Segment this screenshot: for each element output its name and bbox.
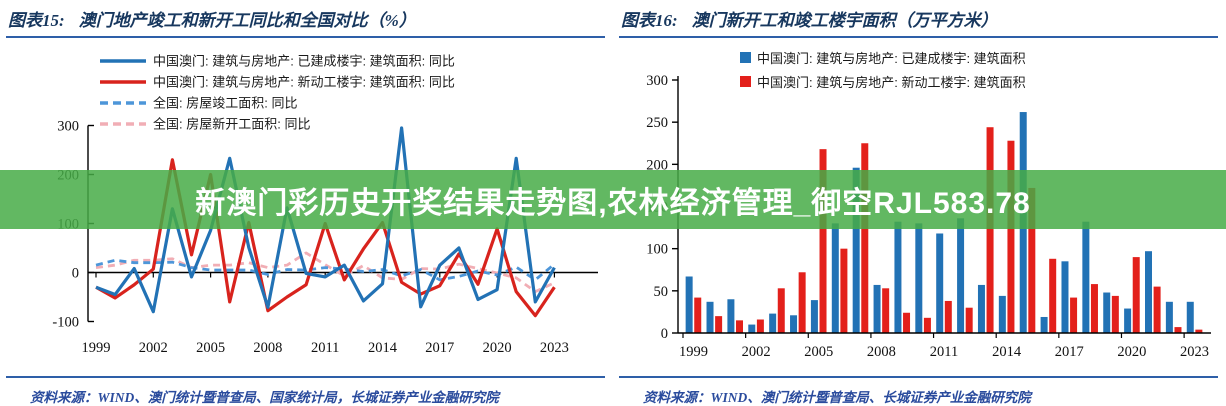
svg-text:2017: 2017	[425, 340, 454, 356]
svg-text:2002: 2002	[742, 344, 771, 360]
svg-text:1999: 1999	[679, 344, 708, 360]
figure-16-source: 资料来源：WIND、澳门统计暨普查局、长城证券产业金融研究院	[619, 376, 1218, 406]
source-label: 资料来源：	[30, 390, 98, 405]
svg-text:300: 300	[646, 73, 668, 89]
svg-text:50: 50	[654, 284, 669, 300]
figure-15-title: 图表15: 澳门地产竣工和新开工同比和全国对比（%）	[6, 3, 605, 38]
source-text: WIND、澳门统计暨普查局、国家统计局，长城证券产业金融研究院	[97, 390, 499, 405]
svg-text:100: 100	[646, 242, 668, 258]
overlay-spam-banner[interactable]: 新澳门彩历史开奖结果走势图,农林经济管理_御空RJL583.78	[0, 170, 1226, 229]
overlay-banner-text: 新澳门彩历史开奖结果走势图,农林经济管理_御空RJL583.78	[195, 186, 1031, 220]
svg-text:2005: 2005	[196, 340, 225, 356]
line-chart-container: 中国澳门: 建筑与房地产: 已建成楼宇: 建筑面积: 同比 中国澳门: 建筑与房地…	[0, 38, 613, 376]
svg-text:250: 250	[646, 115, 668, 131]
line-series-3	[95, 251, 555, 294]
svg-text:中国澳门: 建筑与房地产: 已建成楼宇: 建筑面积: 中国澳门: 建筑与房地产: 已建成楼宇: 建筑面积	[757, 51, 1026, 66]
svg-text:200: 200	[646, 157, 668, 173]
svg-text:2014: 2014	[992, 344, 1022, 360]
svg-text:2023: 2023	[1180, 344, 1209, 360]
figure-15-label: 图表15:	[8, 11, 65, 30]
figure-15-panel: 图表15: 澳门地产竣工和新开工同比和全国对比（%） 中国澳门: 建筑与房地产: …	[0, 0, 613, 405]
svg-text:2020: 2020	[483, 340, 512, 356]
svg-text:2002: 2002	[139, 340, 168, 356]
svg-text:中国澳门: 建筑与房地产: 新动工楼宇: 建筑面积: 中国澳门: 建筑与房地产: 新动工楼宇: 建筑面积	[757, 75, 1026, 90]
svg-text:2011: 2011	[311, 340, 339, 356]
figure-15-title-text: 澳门地产竣工和新开工同比和全国对比（%）	[78, 11, 416, 30]
svg-text:2014: 2014	[368, 340, 398, 356]
svg-text:2023: 2023	[540, 340, 569, 356]
svg-text:2008: 2008	[867, 344, 896, 360]
svg-text:2017: 2017	[1055, 344, 1084, 360]
source-label: 资料来源：	[643, 390, 711, 405]
source-text: WIND、澳门统计暨普查局、长城证券产业金融研究院	[710, 390, 1031, 405]
bar-chart-x-axis: 1999 2002 2005 2008 2011 2014 2017 2020 2023	[678, 332, 1211, 360]
svg-text:300: 300	[57, 119, 79, 135]
svg-text:1999: 1999	[82, 340, 111, 356]
svg-text:0: 0	[661, 326, 668, 342]
svg-text:2020: 2020	[1117, 344, 1146, 360]
bar-series-1	[694, 127, 1203, 333]
bar-series-0	[685, 112, 1194, 334]
figure-15-source: 资料来源：WIND、澳门统计暨普查局、国家统计局，长城证券产业金融研究院	[6, 376, 605, 406]
figure-16-title-text: 澳门新开工和竣工楼宇面积（万平方米）	[691, 11, 998, 30]
svg-text:2005: 2005	[804, 344, 833, 360]
svg-text:全国: 房屋竣工面积: 同比: 全国: 房屋竣工面积: 同比	[153, 96, 297, 111]
svg-text:中国澳门: 建筑与房地产: 已建成楼宇: 建筑面积: 同比: 中国澳门: 建筑与房地产: 已建成楼宇: 建筑面积: 同比	[153, 54, 455, 69]
line-series-2	[95, 258, 556, 282]
figure-16-title: 图表16: 澳门新开工和竣工楼宇面积（万平方米）	[619, 3, 1218, 38]
svg-text:2008: 2008	[253, 340, 282, 356]
svg-text:2011: 2011	[930, 344, 958, 360]
svg-text:0: 0	[72, 266, 79, 282]
svg-text:全国: 房屋新开工面积: 同比: 全国: 房屋新开工面积: 同比	[153, 117, 310, 132]
svg-text:中国澳门: 建筑与房地产: 新动工楼宇: 建筑面积: 同比: 中国澳门: 建筑与房地产: 新动工楼宇: 建筑面积: 同比	[153, 75, 455, 90]
svg-text:-100: -100	[52, 315, 79, 331]
figure-16-label: 图表16:	[621, 11, 678, 30]
